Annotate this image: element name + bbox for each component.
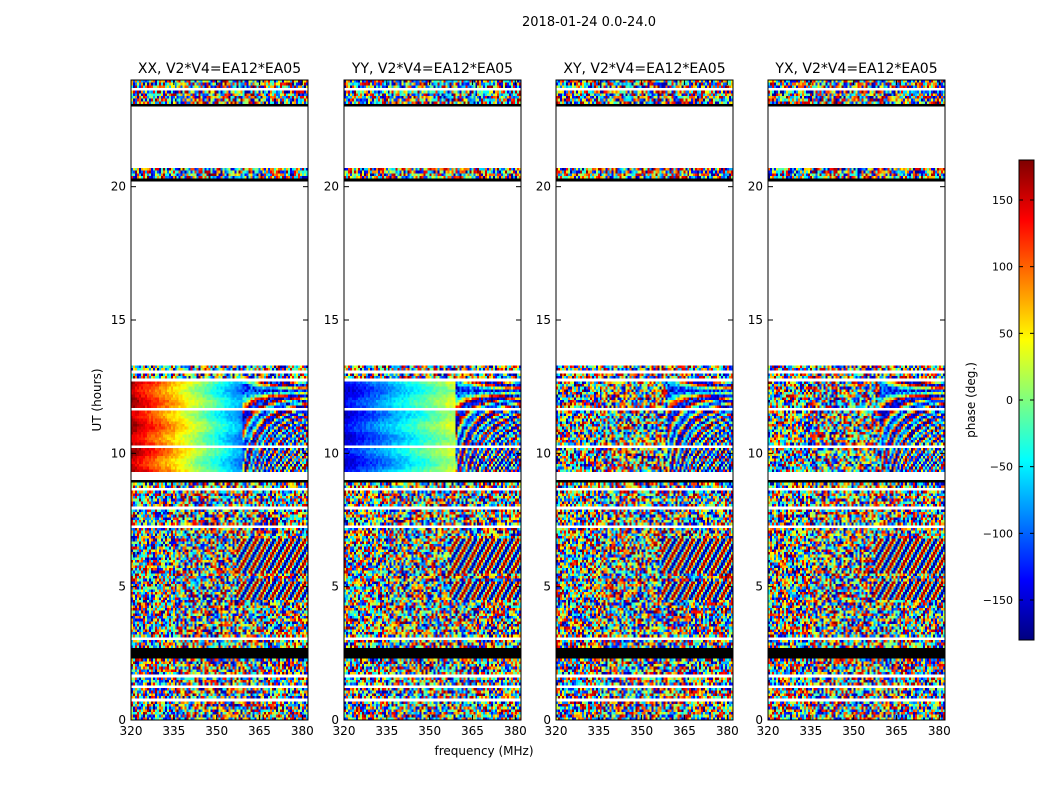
x-tick-label: 335: [375, 724, 398, 738]
panel-frame-yx: [767, 79, 946, 721]
panel-frame-xy: [555, 79, 734, 721]
y-tick-label: 5: [543, 580, 551, 594]
x-tick-label: 380: [928, 724, 951, 738]
x-tick-label: 335: [587, 724, 610, 738]
panel-frame-yy: [343, 79, 522, 721]
y-tick-label: 20: [111, 180, 126, 194]
colorbar-ticks: −150 −100 −50 0 50 100 150: [983, 194, 1034, 607]
colorbar-tick-label: 0: [1006, 394, 1013, 407]
colorbar-tick-label: 50: [999, 327, 1013, 340]
x-tick-label: 350: [418, 724, 441, 738]
y-tick-label: 15: [324, 313, 339, 327]
heatmap-yx: [768, 80, 945, 720]
y-tick-label: 0: [755, 713, 763, 727]
panels-group: XX, V2*V4=EA12*EA05 320 335 350 365 380 0 5 10 15…: [111, 61, 951, 738]
panel-frame-xx: [130, 79, 309, 721]
x-tick-label: 350: [842, 724, 865, 738]
y-tick-label: 5: [118, 580, 126, 594]
x-tick-label: 380: [716, 724, 739, 738]
colorbar-tick-label: −150: [983, 594, 1013, 607]
colorbar-label: phase (deg.): [964, 362, 978, 438]
panel-title-yx: YX, V2*V4=EA12*EA05: [774, 61, 937, 77]
y-tick-label: 5: [331, 580, 339, 594]
heatmap-xx: [131, 80, 308, 720]
y-tick-label: 0: [543, 713, 551, 727]
heatmap-yy: [344, 80, 521, 720]
colorbar: −150 −100 −50 0 50 100 150 phase (deg.): [964, 159, 1035, 641]
y-tick-label: 15: [536, 313, 551, 327]
panel-title-xx: XX, V2*V4=EA12*EA05: [138, 61, 301, 77]
colorbar-tick-label: 100: [992, 261, 1013, 274]
x-tick-label: 365: [461, 724, 484, 738]
y-tick-label: 10: [111, 446, 126, 460]
y-tick-label: 10: [324, 446, 339, 460]
y-tick-label: 5: [755, 580, 763, 594]
x-tick-label: 380: [504, 724, 527, 738]
x-tick-label: 320: [120, 724, 143, 738]
x-tick-label: 350: [205, 724, 228, 738]
panel-title-xy: XY, V2*V4=EA12*EA05: [563, 61, 725, 77]
suptitle: 2018-01-24 0.0-24.0: [522, 15, 656, 30]
colorbar-tick-label: −100: [983, 527, 1013, 540]
y-tick-label: 20: [536, 180, 551, 194]
y-tick-label: 15: [111, 313, 126, 327]
x-tick-label: 320: [757, 724, 780, 738]
x-tick-label: 335: [799, 724, 822, 738]
y-tick-label: 15: [748, 313, 763, 327]
y-tick-label: 20: [324, 180, 339, 194]
colorbar-tick-label: −50: [990, 461, 1013, 474]
x-tick-label: 335: [162, 724, 185, 738]
y-tick-label: 20: [748, 180, 763, 194]
panel-title-yy: YY, V2*V4=EA12*EA05: [351, 61, 513, 77]
x-tick-label: 320: [545, 724, 568, 738]
y-tick-label: 10: [748, 446, 763, 460]
colorbar-tick-label: 150: [992, 194, 1013, 207]
x-tick-label: 380: [291, 724, 314, 738]
y-axis-label: UT (hours): [90, 368, 104, 431]
y-tick-label: 0: [331, 713, 339, 727]
x-axis-label: frequency (MHz): [434, 744, 533, 758]
x-tick-label: 365: [885, 724, 908, 738]
x-tick-label: 365: [673, 724, 696, 738]
x-tick-label: 350: [630, 724, 653, 738]
heatmap-xy: [556, 80, 733, 720]
y-tick-label: 10: [536, 446, 551, 460]
y-tick-label: 0: [118, 713, 126, 727]
x-tick-label: 365: [248, 724, 271, 738]
x-tick-label: 320: [333, 724, 356, 738]
